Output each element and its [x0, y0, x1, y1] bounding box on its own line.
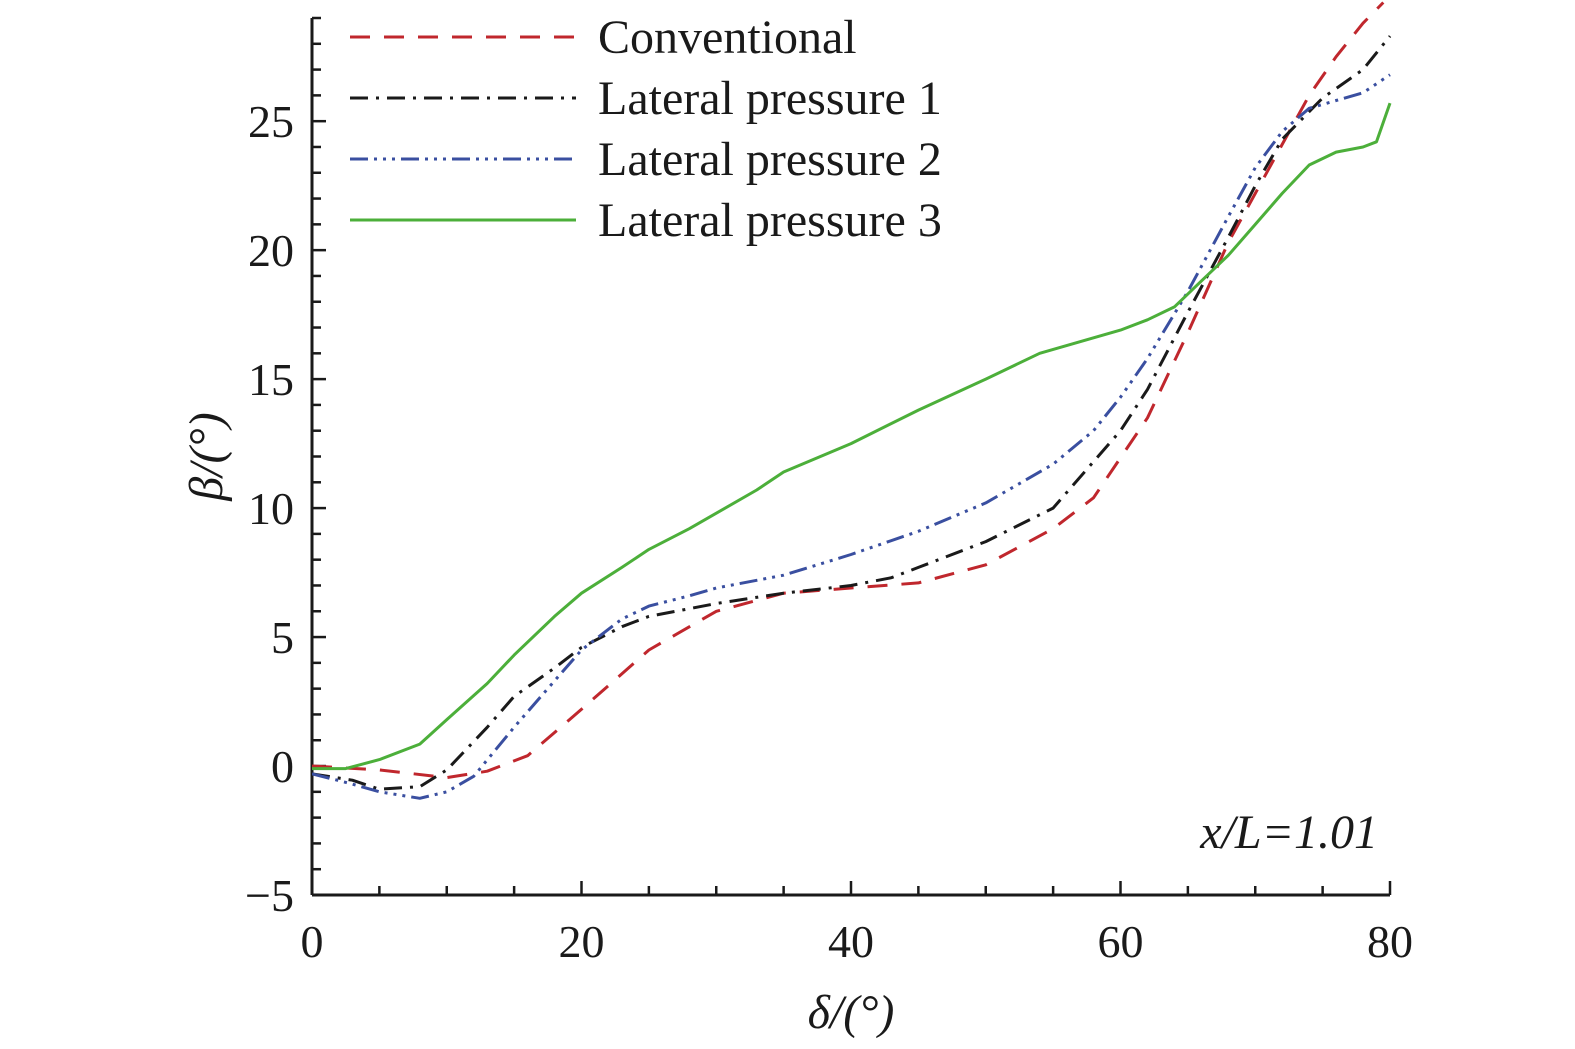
- series-line-3: [312, 73, 1391, 800]
- y-tick-label: 10: [248, 483, 294, 534]
- x-ticks: 0 20 40 60 80: [301, 881, 1413, 967]
- series-line-4: [312, 102, 1392, 771]
- legend: Conventional Lateral pressure 1 Lateral pr…: [350, 11, 942, 247]
- y-tick-label: 5: [271, 612, 294, 663]
- y-tick-label: 25: [248, 96, 294, 147]
- legend-label-2: Lateral pressure 1: [598, 72, 942, 125]
- y-tick-label: 20: [248, 225, 294, 276]
- legend-label-3: Lateral pressure 2: [598, 133, 942, 186]
- y-ticks: −5 0 5 10 15 20 25: [245, 16, 326, 921]
- legend-label-4: Lateral pressure 3: [598, 194, 942, 247]
- x-tick-label: 60: [1098, 916, 1144, 967]
- annotation-label: x/L=1.01: [1199, 806, 1378, 859]
- y-tick-label: 15: [248, 354, 294, 405]
- legend-label-1: Conventional: [598, 11, 857, 64]
- x-axis-title: δ/(°): [808, 986, 895, 1039]
- x-tick-label: 40: [828, 916, 874, 967]
- y-tick-label: −5: [245, 870, 294, 921]
- y-tick-label: 0: [271, 741, 294, 792]
- x-tick-label: 80: [1367, 916, 1413, 967]
- x-tick-label: 0: [301, 916, 324, 967]
- series-layer: [312, 1, 1392, 800]
- series-line-2: [312, 35, 1392, 791]
- x-tick-label: 20: [559, 916, 605, 967]
- y-axis-title: β/(°): [180, 412, 233, 501]
- series-line-1: [312, 1, 1385, 780]
